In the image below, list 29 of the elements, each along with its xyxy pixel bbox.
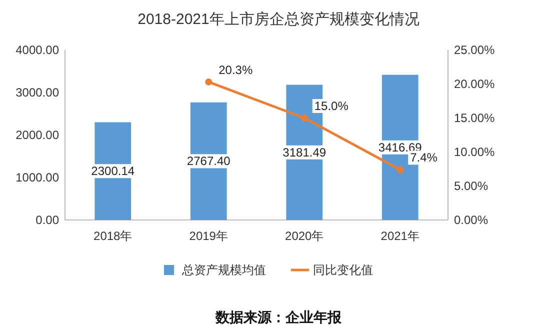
x-tick-label: 2018年	[94, 229, 132, 243]
y-tick-label: 1000.00	[16, 170, 60, 184]
y2-tick-label: 20.00%	[454, 77, 496, 91]
data-label: 20.3%	[218, 62, 253, 77]
x-tick-label: 2019年	[189, 229, 228, 243]
chart-title: 2018-2021年上市房企总资产规模变化情况	[138, 11, 420, 28]
y2-tick-label: 10.00%	[454, 145, 496, 159]
y2-tick-label: 25.00%	[454, 43, 496, 57]
y2-tick-label: 0.00%	[454, 213, 488, 227]
point	[300, 114, 308, 122]
y2-tick-label: 15.00%	[454, 111, 496, 125]
data-label: 2300.14	[91, 164, 135, 178]
data-label: 15.0%	[314, 99, 349, 113]
y2-tick-label: 5.00%	[454, 179, 488, 193]
legend-label: 总资产规模均值	[181, 263, 266, 277]
y-tick-label: 0.00	[36, 213, 60, 227]
data-label: 3181.49	[282, 145, 326, 160]
point	[396, 166, 404, 174]
y-tick-label: 2000.00	[16, 128, 60, 142]
x-tick-label: 2020年	[285, 229, 324, 243]
x-tick-label: 2021年	[380, 229, 420, 243]
y-tick-label: 4000.00	[16, 43, 60, 57]
source-note: 数据来源：企业年报	[214, 309, 342, 325]
y-tick-label: 3000.00	[16, 86, 60, 100]
data-label: 7.4%	[410, 150, 438, 165]
point	[205, 78, 212, 86]
data-label: 2767.40	[186, 154, 231, 168]
legend-label: 同比变化值	[313, 263, 373, 277]
data-label: 3416.69	[378, 140, 422, 154]
